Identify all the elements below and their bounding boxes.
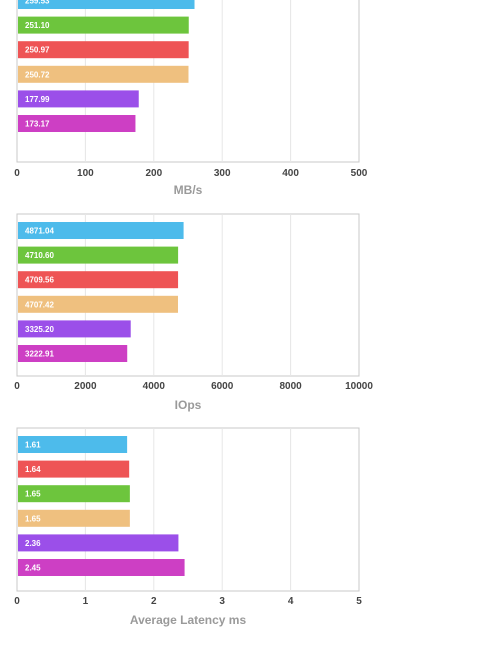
x-tick-label: 5 <box>356 596 362 607</box>
bar-value-label: 2.45 <box>25 564 41 573</box>
bar-value-label: 4710.60 <box>25 251 54 260</box>
chart-3: 0 1 2 3 4 5 1.61 1.64 1.65 1.65 2.36 2.45 Average La… <box>14 427 362 627</box>
x-tick-label: 10000 <box>345 381 373 392</box>
bar-value-label: 1.64 <box>25 465 41 474</box>
bar <box>18 320 131 338</box>
chart-1: 0 100 200 300 400 500 259.53 251.10 250.97 250.72… <box>14 0 368 197</box>
bar-value-label: 3325.20 <box>25 325 54 334</box>
x-tick-label: 200 <box>145 168 162 179</box>
x-tick-label: 6000 <box>211 381 234 392</box>
bar <box>18 115 136 132</box>
bar <box>18 90 139 108</box>
bar-value-label: 4709.56 <box>25 276 54 285</box>
x-tick-label: 0 <box>14 596 20 607</box>
bar-value-label: 250.97 <box>25 46 50 55</box>
x-tick-label: 400 <box>282 168 299 179</box>
bar <box>18 271 179 289</box>
bar-value-label: 3222.91 <box>25 350 54 359</box>
x-tick-label: 2000 <box>74 381 97 392</box>
bar-value-label: 250.72 <box>25 70 50 79</box>
bar-value-label: 4871.04 <box>25 227 54 236</box>
bar <box>18 485 130 503</box>
bar <box>18 222 184 239</box>
bar-value-label: 259.53 <box>25 0 50 6</box>
x-tick-label: 0 <box>14 168 20 179</box>
bar <box>18 41 189 59</box>
bar <box>18 509 130 527</box>
x-axis-title: IOps <box>175 398 202 412</box>
x-tick-label: 500 <box>351 168 368 179</box>
x-tick-label: 4 <box>288 596 294 607</box>
bar-value-label: 4707.42 <box>25 300 54 309</box>
x-axis-title: Average Latency ms <box>130 613 247 627</box>
bar <box>18 65 189 83</box>
bar <box>18 345 128 362</box>
x-tick-label: 100 <box>77 168 94 179</box>
x-tick-label: 0 <box>14 381 20 392</box>
x-tick-label: 8000 <box>279 381 302 392</box>
x-tick-label: 4000 <box>143 381 166 392</box>
x-tick-label: 2 <box>151 596 157 607</box>
x-tick-label: 300 <box>214 168 231 179</box>
bar-value-label: 1.65 <box>25 490 41 499</box>
bar <box>18 246 179 264</box>
bar <box>18 0 195 9</box>
x-tick-label: 1 <box>83 596 89 607</box>
bar-value-label: 177.99 <box>25 95 50 104</box>
chart-2: 0 2000 4000 6000 8000 10000 4871.04 4710.60 4709… <box>14 213 373 412</box>
bar-value-label: 251.10 <box>25 21 50 30</box>
bar <box>18 559 185 576</box>
bar-value-label: 2.36 <box>25 539 41 548</box>
bar <box>18 436 128 453</box>
bar <box>18 460 130 478</box>
bar <box>18 295 178 313</box>
x-axis-title: MB/s <box>174 183 203 197</box>
bar-value-label: 1.61 <box>25 441 41 450</box>
bar-value-label: 173.17 <box>25 120 50 129</box>
bar <box>18 16 189 34</box>
bar-value-label: 1.65 <box>25 514 41 523</box>
bar <box>18 534 179 552</box>
x-tick-label: 3 <box>219 596 225 607</box>
